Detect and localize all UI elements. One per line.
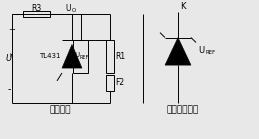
- Text: 基本接线: 基本接线: [49, 105, 71, 114]
- Text: 电路图形符号: 电路图形符号: [167, 105, 199, 114]
- Bar: [106, 39, 114, 73]
- Text: -: -: [8, 84, 11, 94]
- Text: +: +: [8, 25, 15, 34]
- Text: I: I: [10, 53, 12, 58]
- Polygon shape: [62, 44, 82, 68]
- Text: U: U: [66, 4, 71, 13]
- Bar: [23, 11, 50, 17]
- Text: U: U: [6, 54, 12, 63]
- Text: R3: R3: [31, 4, 42, 13]
- Text: U: U: [74, 52, 79, 58]
- Text: R1: R1: [115, 52, 125, 61]
- Text: REF: REF: [205, 50, 215, 55]
- Bar: [73, 39, 88, 73]
- Text: REF: REF: [79, 55, 88, 60]
- Text: O: O: [72, 8, 76, 13]
- Polygon shape: [165, 38, 191, 65]
- Text: U: U: [198, 46, 204, 55]
- Bar: [106, 75, 114, 91]
- Text: F2: F2: [115, 78, 124, 87]
- Text: TL431: TL431: [40, 53, 61, 59]
- Text: K: K: [180, 2, 185, 11]
